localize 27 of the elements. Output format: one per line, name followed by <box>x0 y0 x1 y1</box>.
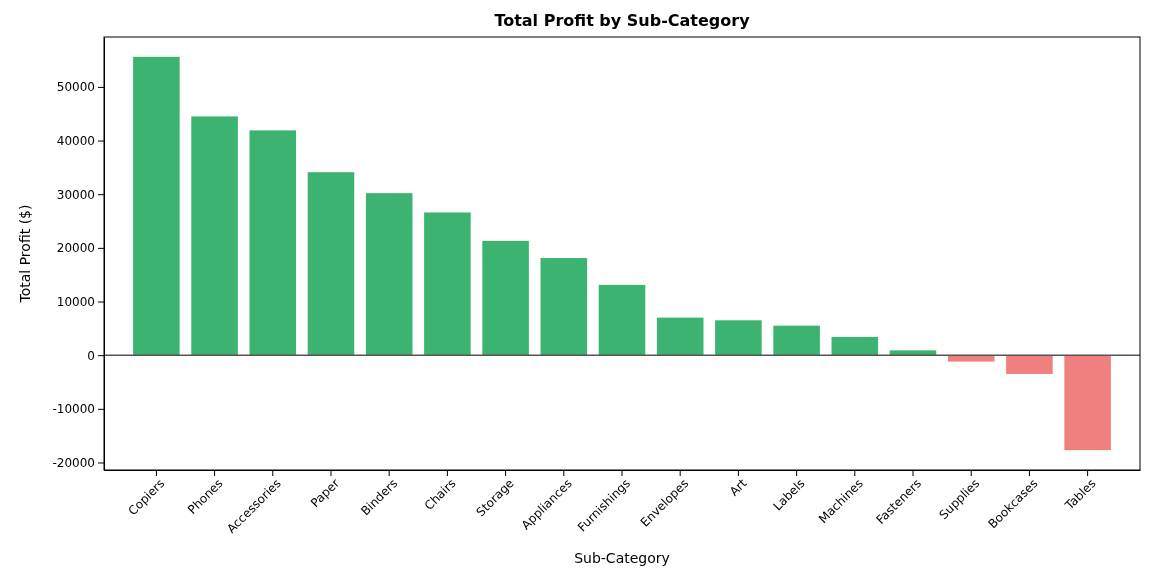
bar <box>773 325 820 356</box>
bar <box>482 240 529 356</box>
bar <box>598 284 646 356</box>
y-tick-label: 20000 <box>56 241 95 256</box>
y-axis-title: Total Profit ($) <box>17 204 33 304</box>
y-tick-label: 50000 <box>56 80 95 95</box>
chart-title: Total Profit by Sub-Category <box>494 11 751 30</box>
y-tick-label: 40000 <box>56 133 95 148</box>
bar <box>133 56 180 356</box>
x-axis-title: Sub-Category <box>574 550 670 566</box>
bar <box>715 320 762 356</box>
y-tick-label: 30000 <box>56 187 95 202</box>
bar <box>307 172 355 356</box>
bar <box>1064 355 1111 451</box>
bar <box>1006 355 1053 374</box>
y-tick-label: -20000 <box>52 455 95 470</box>
x-tick-label: Art <box>726 476 750 499</box>
y-tick-label: 10000 <box>56 294 95 309</box>
bar <box>540 258 588 356</box>
bar <box>249 130 297 356</box>
y-tick-label: 0 <box>87 348 95 363</box>
y-tick-label: -10000 <box>52 402 95 417</box>
bar <box>424 212 471 356</box>
bar <box>365 193 413 356</box>
bar <box>656 317 704 356</box>
bar <box>831 336 879 356</box>
bar <box>191 116 238 356</box>
